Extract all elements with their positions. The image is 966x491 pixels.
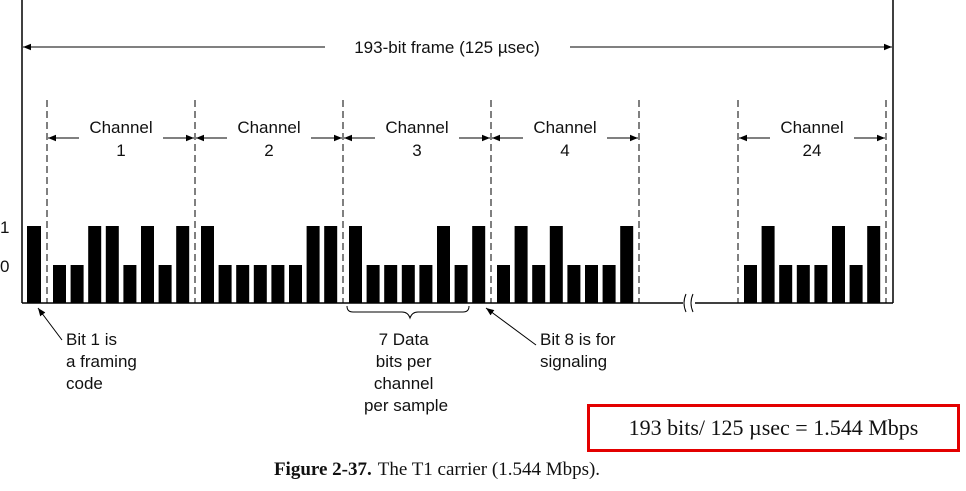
- framing-annotation: Bit 1 is a framing code: [66, 330, 142, 393]
- channel-label: Channel: [533, 118, 596, 137]
- bit-bar: [324, 226, 338, 303]
- bit-bar: [236, 265, 250, 303]
- signaling-arrow: [485, 307, 537, 346]
- bit-bar: [105, 226, 119, 303]
- bit-bar: [289, 265, 302, 303]
- bit-bar: [176, 226, 190, 303]
- bit-bar: [549, 226, 563, 303]
- level-one-label: 1: [0, 218, 9, 237]
- label-bg: [79, 118, 163, 158]
- bit-bar: [201, 226, 214, 303]
- channel-number: 24: [803, 141, 822, 160]
- break-mark-icon: [683, 293, 694, 313]
- bit-bar: [454, 265, 468, 303]
- bit-bar: [306, 226, 320, 303]
- channel-label: Channel: [780, 118, 843, 137]
- bit-bar: [761, 226, 775, 303]
- data-bits-annotation: 7 Data bits per channel per sample: [364, 330, 448, 415]
- bit-bar: [867, 226, 881, 303]
- signaling-annotation: Bit 8 is for signaling: [540, 330, 620, 371]
- label-bg: [227, 118, 311, 158]
- bit-bar: [349, 226, 362, 303]
- channel-number: 2: [264, 141, 273, 160]
- bit-bar: [514, 226, 528, 303]
- bit-bar: [70, 265, 84, 303]
- bit-bar: [532, 265, 546, 303]
- channel-number: 3: [412, 141, 421, 160]
- bit-bar: [472, 226, 486, 303]
- bit-bar: [123, 265, 137, 303]
- caption-text: The T1 carrier (1.544 Mbps).: [377, 459, 601, 480]
- channel-label: Channel: [237, 118, 300, 137]
- bit-bar: [585, 265, 598, 303]
- frame-label: 193-bit frame (125 µsec): [354, 38, 540, 57]
- framing-arrow: [37, 307, 63, 341]
- label-bg: [770, 118, 854, 158]
- bit-bar: [271, 265, 285, 303]
- channel-labels: Channel 1 Channel 2 Channel 3 Channel 4 Channel 2…: [48, 118, 885, 160]
- bit-bar: [53, 265, 66, 303]
- bit-bar: [158, 265, 172, 303]
- bit-bar: [88, 226, 102, 303]
- bit-bar: [366, 265, 380, 303]
- bit-bar: [814, 265, 828, 303]
- bit-bar: [620, 226, 634, 303]
- bit-bar: [141, 226, 154, 303]
- label-bg: [523, 118, 607, 158]
- level-zero-label: 0: [0, 257, 9, 276]
- bit-bars: [27, 100, 887, 303]
- bit-bar: [218, 265, 232, 303]
- channel-number: 4: [560, 141, 569, 160]
- channel-number: 1: [116, 141, 125, 160]
- bit-bar: [832, 226, 845, 303]
- bit-bar: [744, 265, 757, 303]
- bit-bar: [602, 265, 616, 303]
- bit-bar: [253, 265, 267, 303]
- formula-text: 193 bits/ 125 µsec = 1.544 Mbps: [628, 415, 919, 440]
- bit-bar: [384, 265, 398, 303]
- figure-number: Figure 2-37.: [273, 459, 372, 480]
- bit-bar: [849, 265, 863, 303]
- data-bits-brace: [346, 305, 470, 320]
- formula-highlight-box: 193 bits/ 125 µsec = 1.544 Mbps: [587, 404, 960, 452]
- figure-caption: Figure 2-37. The T1 carrier (1.544 Mbps).: [0, 459, 874, 481]
- bit-bar: [567, 265, 581, 303]
- bit-bar: [796, 265, 810, 303]
- bit-bar: [437, 226, 450, 303]
- bit-bar: [419, 265, 433, 303]
- bit-bar: [779, 265, 793, 303]
- framing-bit-bar: [27, 226, 41, 303]
- channel-label: Channel: [89, 118, 152, 137]
- bit-bar: [401, 265, 415, 303]
- channel-label: Channel: [385, 118, 448, 137]
- label-bg: [375, 118, 459, 158]
- bit-bar: [497, 265, 510, 303]
